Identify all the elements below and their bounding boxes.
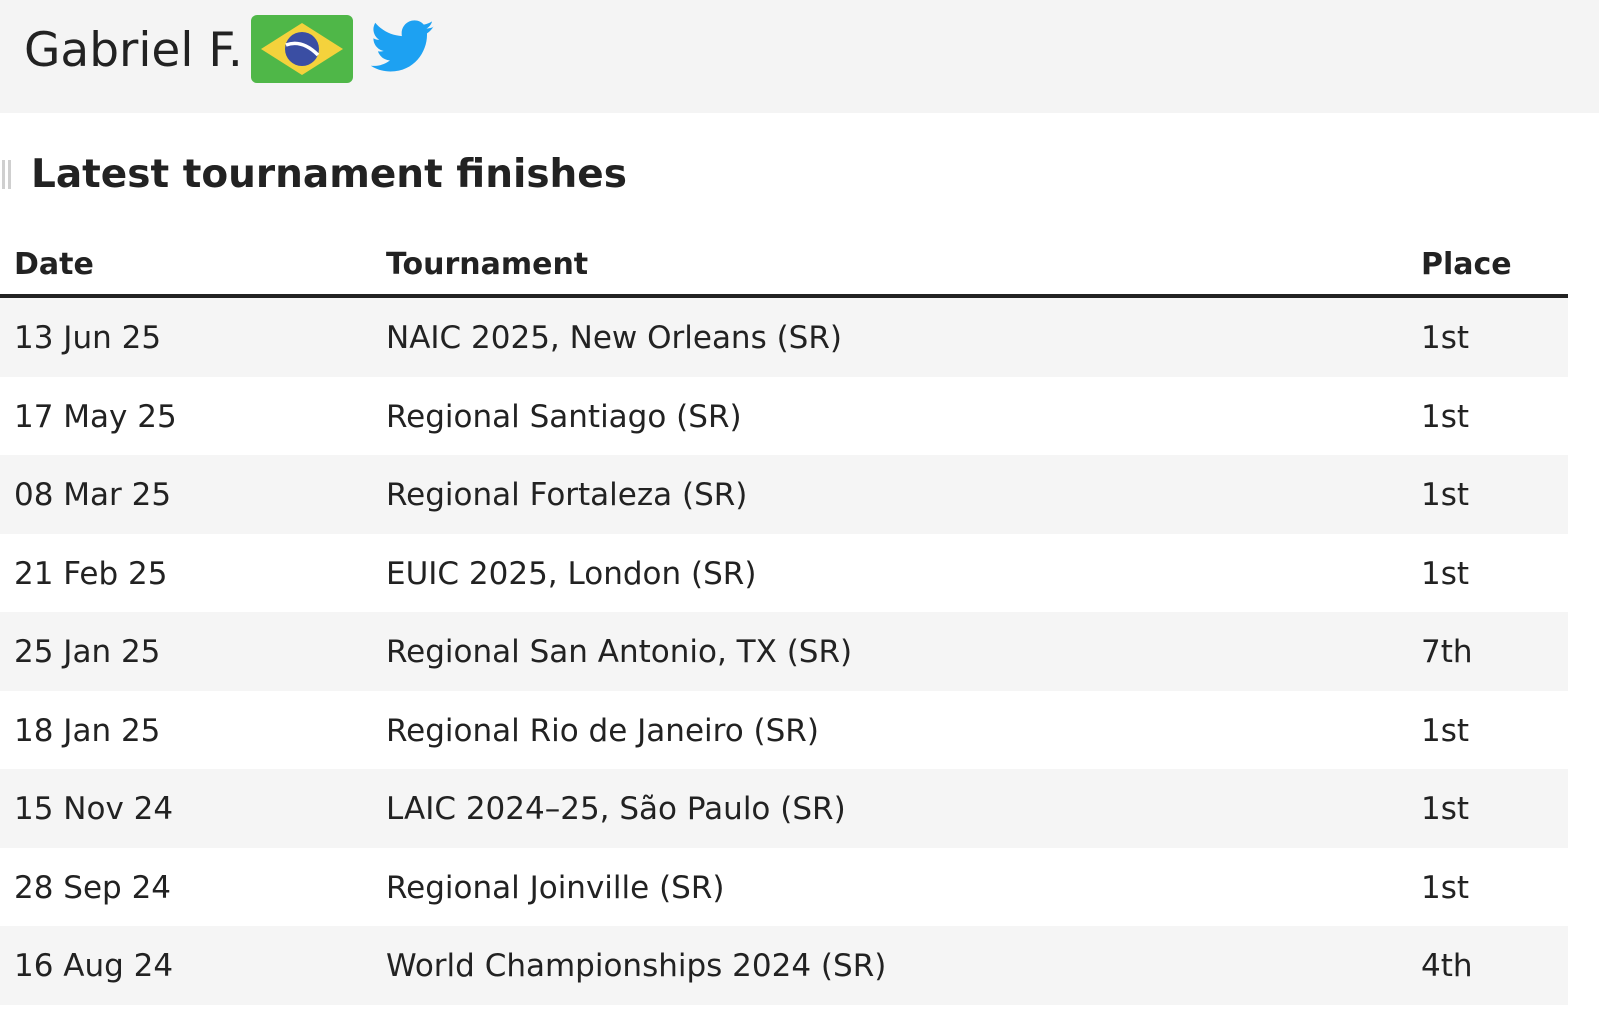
row-date: 18 Jan 25 [14, 712, 161, 749]
row-place: 1st [1421, 555, 1470, 592]
row-date: 13 Jun 25 [14, 320, 162, 356]
section-title: Latest tournament finishes [31, 152, 627, 197]
table-row[interactable]: 13 Jun 25 NAIC 2025, New Orleans (SR) 1s… [0, 298, 1568, 377]
row-date: 28 Sep 24 [14, 869, 172, 906]
table-row[interactable]: 17 May 25 Regional Santiago (SR) 1st [0, 376, 1568, 455]
table-header: Date Tournament Place [0, 227, 1568, 298]
row-place: 7th [1421, 634, 1473, 670]
row-place: 1st [1421, 791, 1470, 827]
row-date: 25 Jan 25 [14, 634, 161, 670]
twitter-icon[interactable] [371, 20, 435, 74]
table-row[interactable]: 21 Feb 25 EUIC 2025, London (SR) 1st [0, 533, 1568, 612]
row-date: 17 May 25 [14, 398, 177, 435]
row-tournament[interactable]: EUIC 2025, London (SR) [386, 555, 757, 592]
column-header-date[interactable]: Date [14, 247, 94, 282]
column-header-tournament[interactable]: Tournament [386, 247, 589, 282]
table-row[interactable]: 16 Aug 24 World Championships 2024 (SR) … [0, 926, 1568, 1005]
row-place: 1st [1421, 712, 1470, 749]
row-tournament[interactable]: World Championships 2024 (SR) [386, 948, 887, 984]
row-tournament[interactable]: NAIC 2025, New Orleans (SR) [386, 320, 842, 356]
player-name: Gabriel F. [24, 23, 243, 78]
row-place: 1st [1421, 320, 1470, 356]
tournament-finishes-table: Date Tournament Place 13 Jun 25 NAIC 202… [0, 227, 1568, 1005]
table-row[interactable]: 28 Sep 24 Regional Joinville (SR) 1st [0, 847, 1568, 926]
row-tournament[interactable]: Regional Fortaleza (SR) [386, 477, 748, 513]
row-date: 21 Feb 25 [14, 555, 168, 592]
row-tournament[interactable]: Regional Santiago (SR) [386, 398, 742, 435]
table-row[interactable]: 15 Nov 24 LAIC 2024–25, São Paulo (SR) 1… [0, 769, 1568, 848]
brazil-flag-icon [251, 15, 353, 83]
row-tournament[interactable]: Regional San Antonio, TX (SR) [386, 634, 853, 670]
row-tournament[interactable]: Regional Joinville (SR) [386, 869, 725, 906]
row-place: 4th [1421, 948, 1473, 984]
table-row[interactable]: 25 Jan 25 Regional San Antonio, TX (SR) … [0, 612, 1568, 691]
table-row[interactable]: 08 Mar 25 Regional Fortaleza (SR) 1st [0, 455, 1568, 534]
column-header-place[interactable]: Place [1421, 247, 1512, 282]
row-tournament[interactable]: LAIC 2024–25, São Paulo (SR) [386, 791, 846, 827]
row-date: 08 Mar 25 [14, 477, 172, 513]
row-place: 1st [1421, 398, 1470, 435]
row-place: 1st [1421, 869, 1470, 906]
row-tournament[interactable]: Regional Rio de Janeiro (SR) [386, 712, 819, 749]
row-place: 1st [1421, 477, 1470, 513]
section-marker [2, 160, 11, 189]
row-date: 16 Aug 24 [14, 948, 174, 984]
row-date: 15 Nov 24 [14, 791, 174, 827]
table-row[interactable]: 18 Jan 25 Regional Rio de Janeiro (SR) 1… [0, 690, 1568, 769]
player-header: Gabriel F. [0, 0, 1599, 113]
